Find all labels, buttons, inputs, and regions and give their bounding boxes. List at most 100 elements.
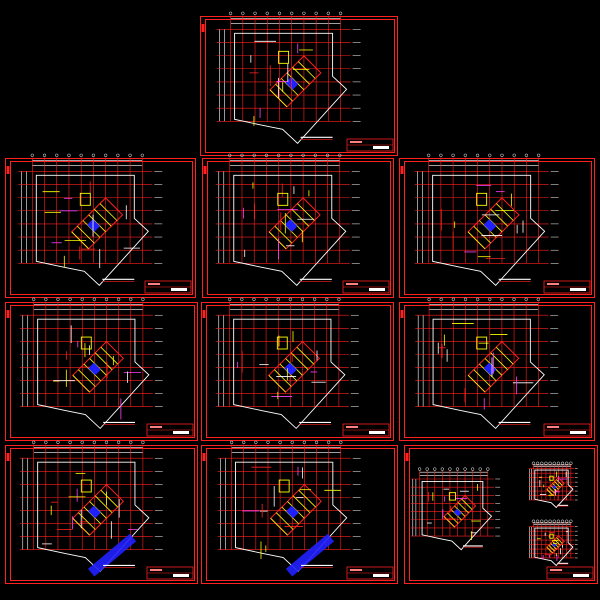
axis-bubble	[312, 297, 317, 301]
axis-bubble	[67, 153, 71, 157]
axis-bubble	[569, 461, 573, 465]
axis-bubble	[91, 153, 96, 157]
sheet-border	[207, 161, 391, 295]
axis-bubble	[463, 297, 468, 301]
wall	[292, 495, 311, 513]
title-block-text	[373, 574, 389, 577]
axis-bubble	[478, 467, 482, 471]
axis-bubble	[326, 11, 331, 15]
axis-bubble	[337, 297, 341, 301]
wall	[473, 225, 491, 244]
hatch	[285, 533, 335, 577]
binding-strip	[203, 166, 207, 174]
axis-bubble	[455, 467, 460, 471]
axis-bubble	[548, 461, 552, 465]
axis-bubble	[552, 519, 556, 523]
sheet	[201, 297, 394, 441]
axis-bubble	[290, 11, 294, 15]
axis-bubble	[104, 297, 109, 301]
axis-bubble	[129, 297, 133, 301]
axis-bubble	[92, 440, 97, 444]
axis-bubble	[325, 153, 330, 157]
axis-bubble	[556, 519, 561, 523]
title-block-text	[350, 569, 362, 571]
axis-bubble	[252, 297, 256, 301]
title-block-text	[346, 426, 358, 428]
sheet-border	[206, 305, 391, 438]
wall	[467, 231, 486, 250]
axis-bubble	[229, 440, 234, 444]
sheet-frame	[5, 158, 196, 298]
axis-bubble	[300, 297, 305, 301]
sheet	[200, 11, 398, 156]
axis-bubble	[338, 11, 343, 15]
wall	[94, 352, 113, 370]
building-outline	[534, 527, 574, 567]
title-block-text	[547, 426, 559, 428]
axis-bubble	[427, 153, 431, 157]
sheet-frame	[201, 445, 398, 584]
wall	[269, 89, 288, 108]
core	[80, 479, 92, 493]
wall	[100, 346, 118, 365]
wall	[268, 231, 287, 250]
axis-bubble	[103, 153, 108, 157]
sheet-border	[409, 448, 595, 581]
axis-bubble	[569, 519, 573, 523]
axis-bubble	[531, 461, 536, 465]
axis-bubble	[488, 153, 492, 157]
building-outline	[421, 481, 493, 551]
core	[549, 533, 554, 539]
sheet-border	[404, 305, 592, 438]
sheet	[202, 153, 394, 298]
axis-bubble	[32, 440, 36, 444]
wall	[546, 489, 553, 496]
axis-bubble	[44, 440, 48, 444]
axis-bubble	[451, 297, 456, 301]
sheet	[5, 440, 198, 584]
axis-bubble	[44, 297, 48, 301]
axis-bubble	[302, 11, 306, 15]
axis-bubble	[556, 461, 561, 465]
axis-bubble	[128, 153, 132, 157]
wall	[457, 502, 469, 514]
wall	[78, 369, 96, 387]
wall	[297, 203, 315, 221]
axis-bubble	[104, 440, 109, 444]
axis-bubble	[524, 297, 528, 301]
axis-bubble	[228, 11, 233, 15]
wall	[296, 346, 314, 365]
sheet-frame	[5, 445, 198, 584]
binding-strip	[202, 310, 206, 318]
sheet-border	[10, 161, 193, 295]
title-block-text	[570, 288, 586, 291]
axis-bubble	[141, 440, 145, 444]
title-block-text	[350, 141, 362, 143]
title-block-text	[369, 288, 385, 291]
wall	[443, 516, 455, 528]
building-outline	[432, 174, 546, 286]
core	[476, 192, 488, 206]
axis-bubble	[314, 11, 318, 15]
axis-bubble	[544, 461, 548, 465]
wall	[496, 203, 514, 221]
title-block-text	[346, 283, 358, 285]
axis-bubble	[425, 467, 429, 471]
axis-bubble	[552, 461, 556, 465]
building-outline	[233, 174, 347, 286]
axis-bubble	[536, 297, 540, 301]
core	[278, 479, 290, 493]
core	[276, 336, 288, 350]
wall	[548, 487, 555, 494]
axis-bubble	[266, 440, 270, 444]
axis-bubble	[524, 153, 529, 157]
binding-strip	[6, 453, 10, 461]
building-outline	[234, 32, 348, 144]
binding-strip	[400, 166, 404, 174]
axis-bubble	[129, 440, 133, 444]
title-block-text	[148, 283, 160, 285]
sheet	[201, 440, 398, 584]
sheet-border	[10, 305, 195, 438]
axis-bubble	[544, 519, 548, 523]
